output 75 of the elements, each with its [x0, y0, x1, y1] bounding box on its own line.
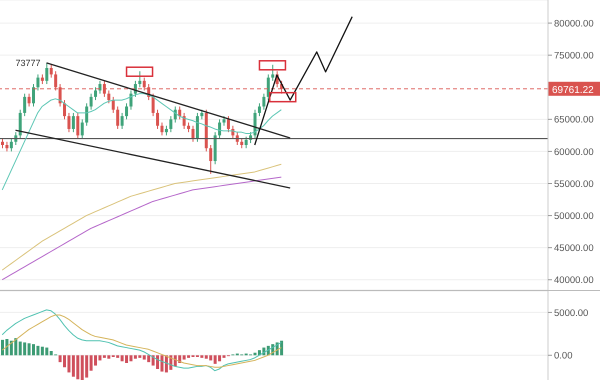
candlestick	[262, 93, 266, 110]
line-series	[2, 176, 282, 280]
candlestick	[112, 96, 115, 114]
candlestick	[169, 116, 172, 133]
bar	[116, 355, 120, 358]
candlestick	[125, 102, 128, 120]
candlestick	[36, 74, 40, 91]
bar	[76, 355, 80, 380]
candlestick	[187, 122, 190, 133]
candlestick	[94, 86, 98, 101]
candlestick	[240, 138, 244, 149]
candlestick	[152, 93, 155, 117]
candlestick	[40, 74, 44, 85]
candlestick	[28, 93, 31, 108]
candlestick	[200, 109, 204, 120]
y-tick-label: 5000.00	[554, 308, 588, 319]
candlestick	[116, 106, 120, 130]
candlestick	[244, 136, 248, 149]
candlestick	[226, 116, 230, 133]
candlestick	[178, 106, 182, 120]
candlestick	[107, 90, 110, 104]
y-tick-label: 50000.00	[554, 210, 594, 222]
candlestick	[90, 93, 93, 110]
candlestick	[76, 112, 80, 140]
annotation: 73777	[15, 58, 41, 68]
candlestick	[218, 118, 222, 140]
candlestick	[63, 100, 66, 120]
bar	[209, 355, 212, 360]
candlestick	[23, 93, 26, 117]
candlestick	[1, 138, 4, 149]
line-series	[254, 16, 353, 146]
candlestick	[160, 122, 164, 136]
y-tick-label: 75000.00	[554, 50, 594, 62]
bar	[14, 338, 18, 356]
ref-line-label: 69761.22	[552, 84, 594, 96]
candlestick	[258, 102, 261, 117]
candlestick	[85, 102, 88, 126]
candlestick	[72, 112, 75, 133]
candlestick	[32, 84, 36, 108]
y-tick-label: 80000.00	[554, 18, 594, 30]
candlestick	[129, 90, 132, 110]
candlestick	[271, 64, 274, 82]
y-tick-label: 45000.00	[554, 243, 594, 254]
candlestick	[120, 112, 124, 130]
candlestick	[182, 112, 186, 130]
candlestick	[45, 62, 48, 85]
bar	[142, 355, 146, 360]
y-tick-label: 0.00	[554, 350, 572, 362]
bar	[147, 355, 150, 362]
line-series	[2, 164, 282, 271]
y-tick-label: 60000.00	[554, 146, 594, 158]
candlestick	[50, 64, 53, 78]
candlestick	[67, 112, 70, 133]
bar	[80, 355, 84, 380]
candlestick	[138, 70, 142, 88]
candlestick	[5, 141, 8, 152]
candlestick	[196, 112, 199, 142]
candlestick	[98, 80, 102, 94]
candlestick	[10, 138, 13, 152]
candlestick	[266, 74, 270, 101]
candlestick	[18, 109, 22, 140]
candlestick	[164, 125, 168, 136]
candlestick	[156, 109, 160, 130]
candlestick	[222, 116, 226, 126]
candlestick	[254, 109, 257, 140]
candlestick	[80, 118, 84, 140]
candlestick	[209, 144, 212, 174]
y-tick-label: 65000.00	[554, 114, 594, 126]
bar	[18, 342, 22, 356]
bar	[45, 348, 48, 356]
y-tick-label: 40000.00	[554, 275, 594, 286]
candlestick	[191, 125, 194, 142]
y-tick-label: 55000.00	[554, 178, 594, 190]
candlestick	[174, 106, 177, 124]
bar	[50, 351, 53, 356]
